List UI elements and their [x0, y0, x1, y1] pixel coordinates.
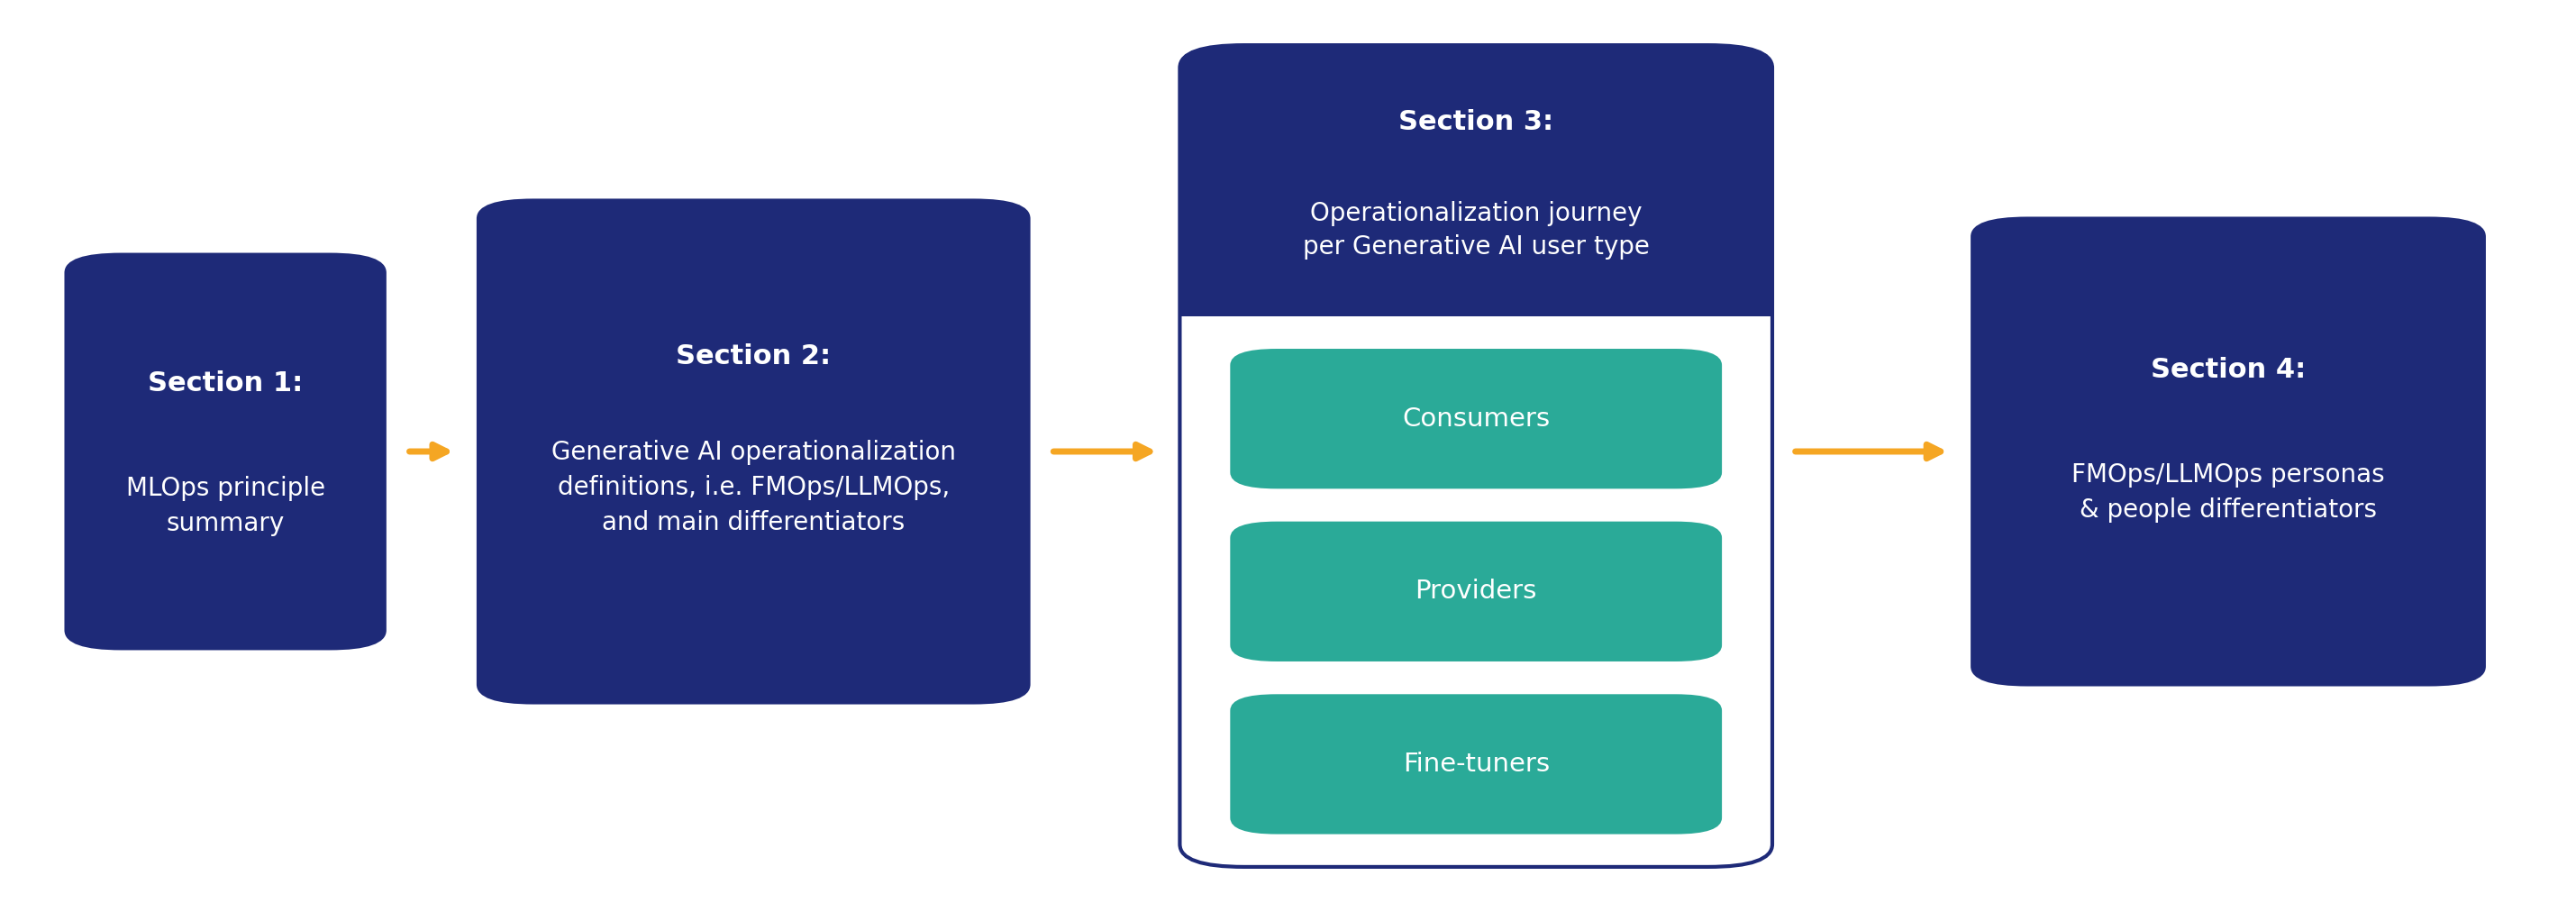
Text: Section 3:: Section 3: [1399, 109, 1553, 135]
FancyBboxPatch shape [64, 253, 386, 650]
Text: Providers: Providers [1414, 579, 1538, 604]
Text: Generative AI operationalization
definitions, i.e. FMOps/LLMOps,
and main differ: Generative AI operationalization definit… [551, 440, 956, 535]
Text: MLOps principle
summary: MLOps principle summary [126, 476, 325, 535]
Bar [1180, 194, 1772, 316]
Text: FMOps/LLMOps personas
& people differentiators: FMOps/LLMOps personas & people different… [2071, 462, 2385, 522]
Text: Fine-tuners: Fine-tuners [1401, 751, 1551, 777]
Text: Section 4:: Section 4: [2151, 358, 2306, 383]
FancyBboxPatch shape [477, 199, 1030, 704]
FancyBboxPatch shape [1971, 217, 2486, 686]
Text: Consumers: Consumers [1401, 406, 1551, 432]
FancyBboxPatch shape [1180, 45, 1772, 316]
Text: Section 1:: Section 1: [147, 371, 304, 396]
FancyBboxPatch shape [1231, 694, 1721, 834]
FancyBboxPatch shape [1231, 349, 1721, 489]
FancyBboxPatch shape [1231, 521, 1721, 661]
Text: Operationalization journey
per Generative AI user type: Operationalization journey per Generativ… [1303, 201, 1649, 259]
FancyBboxPatch shape [1180, 45, 1772, 867]
Text: Section 2:: Section 2: [675, 344, 832, 369]
